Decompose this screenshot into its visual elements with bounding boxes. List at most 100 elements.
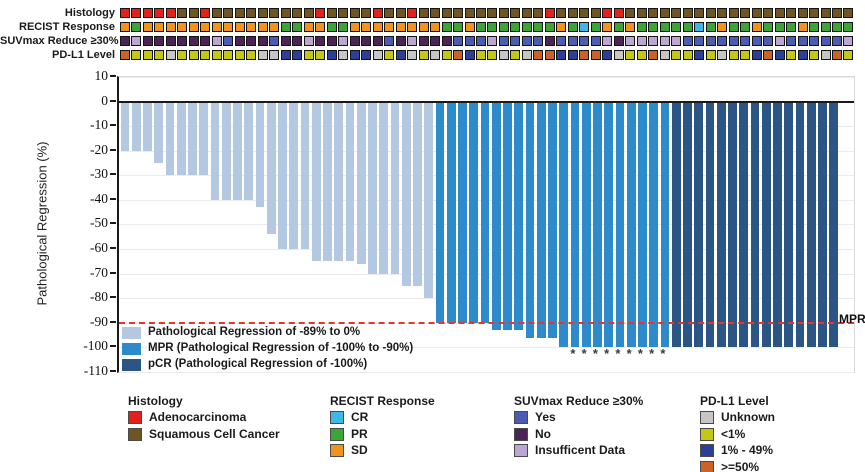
y-tick-mark [110, 148, 116, 151]
bottom-legend-label: Unknown [721, 410, 775, 424]
annotation-square-pdl1 [246, 50, 257, 60]
annotation-square-recist [200, 22, 211, 32]
legend-label-reg: Pathological Regression of -89% to 0% [148, 326, 361, 338]
waterfall-bar [548, 101, 557, 338]
legend-swatch-mpr [122, 343, 141, 355]
annotation-square-pdl1 [544, 50, 555, 60]
annotation-square-recist [590, 22, 601, 32]
annotation-square-histology [694, 8, 705, 18]
bottom-legend-swatch [330, 411, 344, 424]
y-tick-mark [110, 173, 116, 176]
annotation-square-pdl1 [832, 50, 842, 60]
annotation-square-pdl1 [372, 50, 383, 60]
annotation-square-suvmax [338, 36, 349, 46]
annotation-square-histology [234, 8, 245, 18]
annotation-square-pdl1 [671, 50, 682, 60]
annotation-square-pdl1 [395, 50, 406, 60]
track-label-suvmax: SUVmax Reduce ≥30% [0, 35, 119, 47]
bottom-legend-swatch [514, 427, 528, 441]
waterfall-bar [244, 101, 254, 200]
waterfall-bar [784, 101, 794, 348]
waterfall-bar [345, 101, 355, 262]
annotation-square-suvmax [510, 36, 521, 46]
annotation-square-histology [464, 8, 475, 18]
annotation-square-pdl1 [418, 50, 429, 60]
annotation-square-pdl1 [280, 50, 291, 60]
annotation-square-histology [843, 8, 854, 18]
waterfall-bar [795, 101, 805, 348]
annotation-square-suvmax [154, 36, 165, 46]
annotation-square-histology [636, 8, 647, 18]
waterfall-bar [334, 101, 344, 262]
y-tick-mark [110, 124, 116, 127]
annotation-square-histology [361, 8, 372, 18]
y-tick-label: -110 [83, 362, 108, 378]
annotation-square-histology [453, 8, 464, 18]
waterfall-bar [143, 101, 152, 151]
annotation-square-histology [510, 8, 521, 18]
annotation-square-pdl1 [809, 50, 820, 60]
annotation-square-recist [395, 22, 406, 32]
annotation-square-pdl1 [430, 50, 441, 60]
waterfall-bar [806, 101, 816, 348]
annotation-square-histology [430, 8, 441, 18]
zero-baseline [119, 100, 854, 103]
annotation-square-recist [326, 22, 337, 32]
annotation-square-histology [682, 8, 693, 18]
annotation-square-histology [246, 8, 257, 18]
annotation-square-suvmax [441, 36, 452, 46]
annotation-square-suvmax [625, 36, 636, 46]
annotation-square-recist [453, 22, 464, 32]
annotation-square-pdl1 [407, 50, 418, 60]
annotation-square-histology [613, 8, 624, 18]
annotation-square-histology [717, 8, 728, 18]
legend-swatch-reg [122, 327, 141, 339]
waterfall-bar [199, 101, 209, 176]
annotation-square-suvmax [774, 36, 785, 46]
annotation-square-pdl1 [521, 50, 532, 60]
annotation-square-recist [131, 22, 142, 32]
annotation-square-histology [567, 8, 578, 18]
waterfall-bar [221, 101, 231, 200]
annotation-square-recist [671, 22, 682, 32]
y-tick-mark [110, 75, 116, 77]
annotation-square-suvmax [533, 36, 544, 46]
waterfall-bar [210, 101, 220, 200]
annotation-square-pdl1 [292, 50, 303, 60]
annotation-square-histology [740, 8, 751, 18]
annotation-square-suvmax [142, 36, 153, 46]
waterfall-bar [435, 101, 445, 323]
annotation-square-pdl1 [154, 50, 165, 60]
legend-label-pcr: pCR (Pathological Regression of -100%) [148, 358, 368, 370]
track-label-pdl1: PD-L1 Level [52, 49, 115, 61]
annotation-square-suvmax [832, 36, 842, 46]
annotation-square-suvmax [659, 36, 670, 46]
annotation-square-suvmax [671, 36, 682, 46]
annotation-square-pdl1 [269, 50, 280, 60]
annotation-square-suvmax [407, 36, 418, 46]
bottom-legend-swatch [128, 427, 142, 441]
annotation-square-histology [120, 8, 130, 18]
annotation-square-recist [384, 22, 395, 32]
annotation-square-suvmax [694, 36, 705, 46]
annotation-square-recist [625, 22, 636, 32]
annotation-square-recist [487, 22, 498, 32]
waterfall-bar [458, 101, 467, 323]
annotation-square-histology [590, 8, 601, 18]
annotation-square-suvmax [763, 36, 774, 46]
waterfall-bar [311, 101, 321, 262]
waterfall-bar [581, 101, 591, 348]
waterfall-bar [266, 101, 276, 235]
annotation-square-histology [257, 8, 268, 18]
annotation-square-recist [797, 22, 808, 32]
annotation-square-histology [820, 8, 831, 18]
annotation-square-histology [338, 8, 349, 18]
annotation-square-pdl1 [441, 50, 452, 60]
waterfall-bar [626, 101, 636, 348]
y-tick-label: -90 [90, 313, 108, 329]
annotation-square-suvmax [843, 36, 854, 46]
annotation-square-suvmax [234, 36, 245, 46]
y-tick-mark [110, 345, 116, 348]
annotation-square-histology [441, 8, 452, 18]
y-axis-title: Pathological Regression (%) [34, 141, 50, 306]
